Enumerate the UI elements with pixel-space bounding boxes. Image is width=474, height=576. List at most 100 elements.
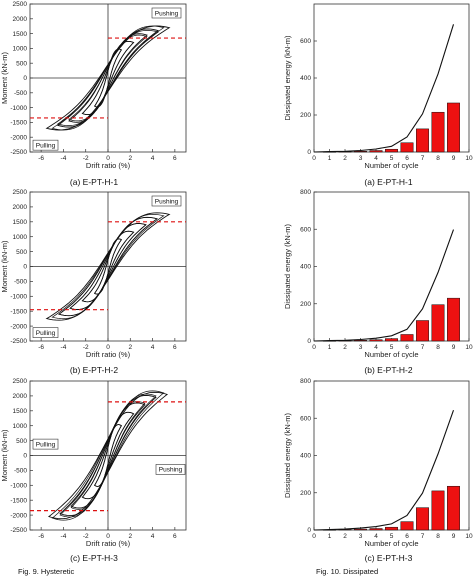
chart0-ytick-label: -1500 <box>10 120 27 127</box>
chart2-pushing-label: Pushing <box>159 467 183 474</box>
chart4-bar <box>400 334 414 342</box>
chart4-xlabel: Number of cycle <box>364 350 418 359</box>
chart2-loop-neg <box>51 390 165 521</box>
chart1-ytick-label: 2000 <box>13 204 28 211</box>
chart0-xtick-label: 0 <box>106 155 110 162</box>
chart1-ytick-label: 2500 <box>13 189 28 196</box>
chart0-xtick-label: 2 <box>128 155 132 162</box>
chart1-pushing-box <box>151 195 182 207</box>
chart3-xtick-label: 9 <box>452 155 456 162</box>
chart1-xtick-label: 4 <box>151 344 155 351</box>
chart3-xtick-label: 0 <box>312 155 316 162</box>
chart5-bar <box>354 528 367 531</box>
chart1-xtick-label: -4 <box>61 344 67 351</box>
chart5-xtick-label: 5 <box>390 533 394 540</box>
chart4-bar <box>431 304 445 342</box>
chart2-ytick-label: -1000 <box>10 483 27 490</box>
chart1-ytick-label: -1500 <box>10 308 27 315</box>
chart1-loop-neg <box>51 213 165 320</box>
chart1-pushing-label: Pushing <box>155 198 179 205</box>
chart4-xtick-label: 0 <box>312 344 316 351</box>
chart0-xtick-label: -2 <box>83 155 89 162</box>
chart0-pulling-box <box>32 139 59 151</box>
chart4-xtick-label: 4 <box>374 344 378 351</box>
chart0-ytick-label: -2500 <box>10 149 27 156</box>
chart3-xtick-label: 4 <box>374 155 378 162</box>
chart2-pulling-box <box>32 438 59 450</box>
chart5-cumulative-line <box>313 410 455 531</box>
chart2-xtick-label: -6 <box>38 533 44 540</box>
chart4-ytick-label: 400 <box>300 264 311 271</box>
chart5-bar <box>400 521 414 531</box>
chart2-caption: (c) E-PT-H-3 <box>70 553 118 563</box>
chart3-xtick-label: 6 <box>405 155 409 162</box>
chart2-ytick-label: 0 <box>23 453 27 460</box>
chart4-xtick-label: 3 <box>359 344 363 351</box>
chart1-ylabel: Moment (kN-m) <box>0 240 9 293</box>
chart3-ytick-label: 600 <box>300 38 311 45</box>
chart4-caption: (b) E-PT-H-2 <box>364 365 412 375</box>
chart1-xtick-label: -2 <box>83 344 89 351</box>
chart0-ytick-label: 500 <box>16 60 27 67</box>
chart0-ytick-label: -500 <box>14 90 27 97</box>
chart5-xtick-label: 1 <box>328 533 332 540</box>
chart5-ytick-label: 400 <box>300 453 311 460</box>
chart1-pulling-box <box>32 327 59 338</box>
chart5-bar <box>447 485 460 531</box>
chart4-ytick-label: 600 <box>300 226 311 233</box>
chart2-xtick-label: 6 <box>173 533 177 540</box>
chart2-xlabel: Drift ratio (%) <box>86 539 131 548</box>
chart0-pulling-label: Pulling <box>36 142 56 149</box>
chart0-ytick-label: 2000 <box>13 16 28 23</box>
chart3-xtick-label: 5 <box>390 155 394 162</box>
chart0-xtick-label: -4 <box>61 155 67 162</box>
chart3-caption: (a) E-PT-H-1 <box>364 177 412 187</box>
chart3-ytick-label: 0 <box>307 149 311 156</box>
chart3-bar <box>416 128 429 153</box>
chart2-ytick-label: -2000 <box>10 512 27 519</box>
chart1-xtick-label: -6 <box>38 344 44 351</box>
chart0-ytick-label: 2500 <box>13 1 28 8</box>
chart3-bar <box>431 111 445 153</box>
chart0-loop-neg <box>57 30 159 126</box>
chart4-xtick-label: 1 <box>328 344 332 351</box>
chart3-plot-frame <box>313 3 470 153</box>
chart0-xlabel: Drift ratio (%) <box>86 161 131 170</box>
chart1-xtick-label: 2 <box>128 344 132 351</box>
chart1-ytick-label: -2000 <box>10 323 27 330</box>
chart2-loop <box>47 391 169 520</box>
chart0-pushing-box <box>151 7 182 19</box>
chart0-xtick-label: 6 <box>173 155 177 162</box>
chart5-xlabel: Number of cycle <box>364 539 418 548</box>
chart5-ytick-label: 800 <box>300 378 311 385</box>
chart0-ytick-label: -2000 <box>10 134 27 141</box>
chart2-xtick-label: 0 <box>106 533 110 540</box>
chart3-xtick-label: 1 <box>328 155 332 162</box>
chart1-ytick-label: -500 <box>14 279 27 286</box>
chart0-xtick-label: 4 <box>151 155 155 162</box>
chart5-ytick-label: 600 <box>300 415 311 422</box>
chart4-ytick-label: 200 <box>300 301 311 308</box>
chart2-ytick-label: -1500 <box>10 497 27 504</box>
chart4-xtick-label: 5 <box>390 344 394 351</box>
figure-caption-left: Fig. 9. Hysteretic <box>18 567 75 576</box>
chart4-bar <box>385 338 398 342</box>
chart5-bar <box>431 490 445 531</box>
chart2-ytick-label: -2500 <box>10 527 27 534</box>
chart4-plot-frame <box>313 191 470 342</box>
chart2-xtick-label: 4 <box>151 533 155 540</box>
chart5-xtick-label: 6 <box>405 533 409 540</box>
chart0-ytick-label: 1500 <box>13 31 28 38</box>
chart5-xtick-label: 3 <box>359 533 363 540</box>
chart1-ytick-label: -1000 <box>10 294 27 301</box>
chart4-bar <box>354 340 367 342</box>
chart4-xtick-label: 6 <box>405 344 409 351</box>
chart4-xtick-label: 9 <box>452 344 456 351</box>
chart2-ytick-label: 1000 <box>13 423 28 430</box>
chart5-ytick-label: 0 <box>307 527 311 534</box>
chart4-ylabel: Dissipated energy (kN-m) <box>283 223 292 309</box>
chart2-xtick-label: -2 <box>83 533 89 540</box>
chart2-xtick-label: -4 <box>61 533 67 540</box>
chart0-loop-neg <box>94 48 122 108</box>
